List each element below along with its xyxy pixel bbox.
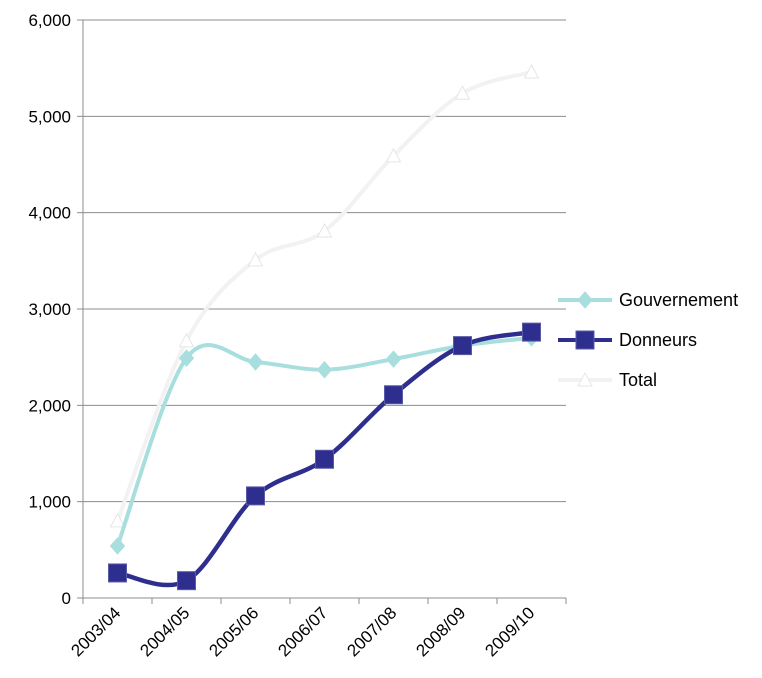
axes [77, 19, 567, 604]
x-tick-label: 2003/04 [67, 603, 124, 660]
y-axis-tick-labels: 0 1,000 2,000 3,000 4,000 5,000 6,000 [28, 11, 71, 608]
legend-label-gouvernement: Gouvernement [619, 290, 738, 310]
point-total-0 [109, 512, 126, 528]
series-group [108, 63, 541, 591]
point-donneurs-4 [384, 385, 403, 405]
point-total-6 [523, 63, 540, 79]
x-tick-label: 2007/08 [343, 603, 400, 660]
y-tick-label: 3,000 [28, 300, 71, 319]
series-donneurs [108, 322, 541, 591]
point-total-3 [316, 222, 333, 238]
y-tick-label: 0 [62, 589, 71, 608]
legend-label-total: Total [619, 370, 657, 390]
point-gouvernement-4 [385, 350, 402, 368]
legend-marker-total [577, 371, 593, 387]
y-tick-label: 2,000 [28, 396, 71, 415]
point-gouvernement-1 [178, 349, 195, 367]
x-tick-label: 2004/05 [136, 603, 193, 660]
point-total-1 [178, 332, 195, 348]
point-donneurs-1 [177, 571, 196, 591]
legend: Gouvernement Donneurs Total [558, 290, 738, 390]
point-total-2 [247, 251, 264, 267]
point-donneurs-5 [453, 336, 472, 356]
point-donneurs-0 [108, 563, 127, 583]
point-total-4 [385, 147, 402, 163]
point-donneurs-6 [522, 322, 541, 342]
legend-item-donneurs: Donneurs [558, 330, 697, 350]
point-donneurs-3 [315, 449, 334, 469]
y-tick-label: 4,000 [28, 204, 71, 223]
legend-marker-gouvernement [577, 291, 593, 309]
legend-marker-donneurs [575, 330, 595, 350]
x-tick-label: 2005/06 [205, 603, 262, 660]
point-gouvernement-0 [109, 537, 126, 555]
point-gouvernement-3 [316, 360, 333, 379]
x-axis-tick-labels: 2003/04 2004/05 2005/06 2006/07 2007/08 2008/… [67, 603, 538, 660]
point-donneurs-2 [246, 486, 265, 506]
legend-item-gouvernement: Gouvernement [558, 290, 738, 310]
y-tick-label: 5,000 [28, 107, 71, 126]
x-tick-label: 2009/10 [481, 603, 538, 660]
y-tick-label: 6,000 [28, 11, 71, 30]
x-tick-label: 2006/07 [274, 603, 331, 660]
series-total [109, 63, 540, 528]
legend-item-total: Total [558, 370, 657, 390]
x-tick-label: 2008/09 [412, 603, 469, 660]
y-tick-label: 1,000 [28, 493, 71, 512]
point-total-5 [454, 85, 471, 100]
point-gouvernement-2 [247, 353, 264, 371]
legend-label-donneurs: Donneurs [619, 330, 697, 350]
